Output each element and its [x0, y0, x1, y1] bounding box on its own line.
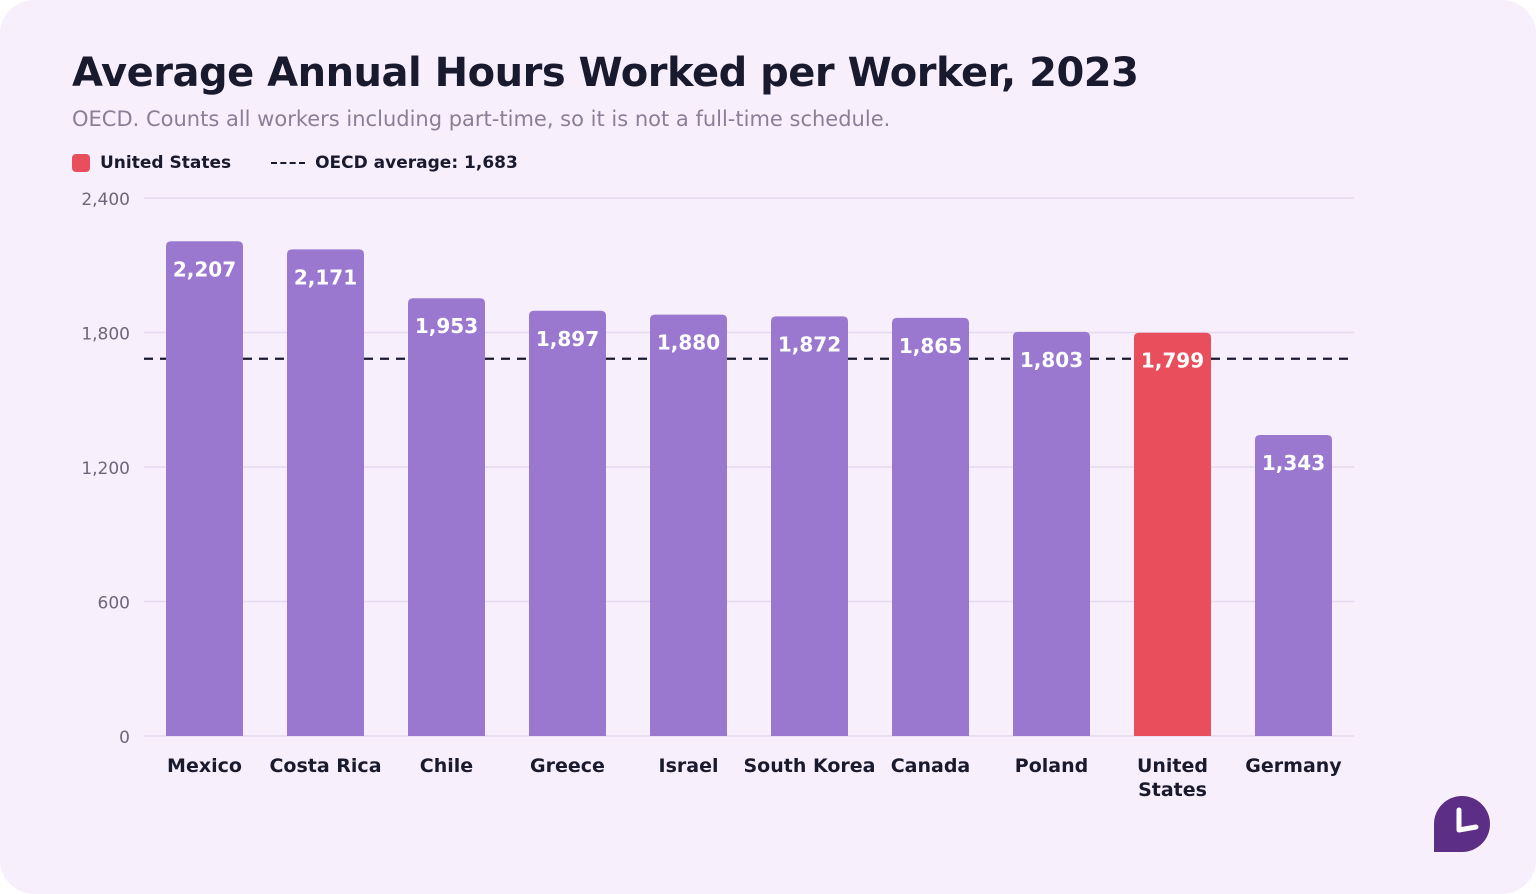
bar-value-label: 1,872 [778, 332, 841, 356]
x-tick-label: Costa Rica [269, 755, 381, 777]
y-tick-label: 600 [98, 594, 130, 614]
bar-chile [408, 298, 485, 736]
bar-value-label: 1,953 [415, 314, 478, 338]
bar-mexico [166, 241, 243, 736]
x-tick-label: South Korea [743, 755, 875, 777]
bar-israel [650, 314, 727, 736]
bar-south-korea [771, 316, 848, 736]
x-tick-label: Israel [659, 755, 719, 777]
bar-costa-rica [287, 249, 364, 736]
x-tick-label: States [1138, 779, 1207, 801]
bar-value-label: 1,897 [536, 327, 599, 351]
x-tick-label: Canada [891, 755, 971, 777]
bar-value-label: 2,207 [173, 257, 236, 281]
bar-canada [892, 317, 969, 736]
bar-value-label: 1,803 [1020, 348, 1083, 372]
bar-united-states [1134, 332, 1211, 736]
y-tick-label: 2,400 [81, 190, 130, 210]
legend-reference-label: OECD average: 1,683 [315, 153, 518, 173]
legend-highlight-swatch [72, 154, 90, 172]
bar-value-label: 1,880 [657, 331, 720, 355]
bar-value-label: 1,343 [1262, 451, 1325, 475]
bar-value-label: 1,865 [899, 334, 962, 358]
x-tick-label: Germany [1245, 755, 1342, 777]
x-tick-label: Greece [530, 755, 605, 777]
x-tick-label: Chile [420, 755, 473, 777]
x-tick-label: Poland [1015, 755, 1088, 777]
chart-subtitle: OECD. Counts all workers including part-… [72, 107, 891, 131]
y-tick-label: 1,200 [81, 459, 130, 479]
y-tick-label: 1,800 [81, 325, 130, 345]
brand-logo-icon [1434, 796, 1490, 852]
bar-value-label: 1,799 [1141, 349, 1204, 373]
bar-poland [1013, 331, 1090, 736]
legend-highlight-label: United States [100, 153, 232, 173]
bar-greece [529, 310, 606, 736]
x-tick-label: Mexico [167, 755, 242, 777]
x-tick-label: United [1137, 755, 1208, 777]
legend: United States OECD average: 1,683 [72, 151, 518, 175]
bar-value-label: 2,171 [294, 265, 357, 289]
bar-germany [1255, 434, 1332, 736]
y-tick-label: 0 [119, 728, 130, 748]
legend-reference-dash [271, 162, 306, 164]
chart-title: Average Annual Hours Worked per Worker, … [72, 50, 1139, 96]
